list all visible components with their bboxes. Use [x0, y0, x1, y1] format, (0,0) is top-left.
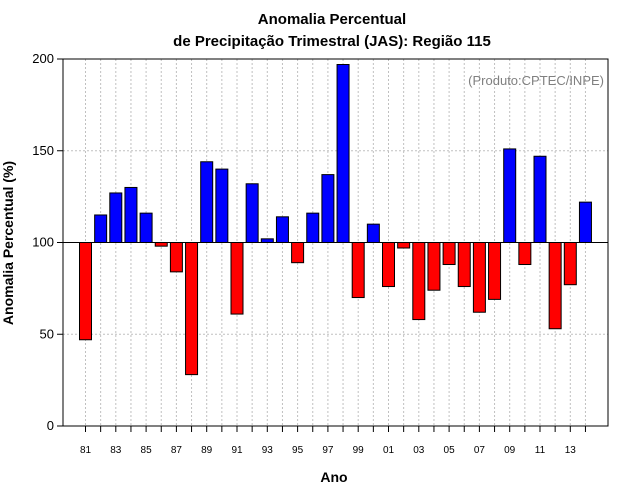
credit-annotation: (Produto:CPTEC/INPE) — [468, 73, 604, 88]
bar-93 — [260, 238, 274, 244]
chart-title-line2: de Precipitação Trimestral (JAS): Região… — [173, 33, 491, 50]
x-tick-label: 03 — [413, 445, 425, 456]
bar-10 — [518, 242, 532, 266]
bar-85 — [139, 212, 153, 243]
y-tick-label: 200 — [32, 51, 54, 66]
x-axis-ticks: 81 83 85 87 89 91 93 95 97 99 01 03 05 07 09 11 13 — [80, 426, 586, 456]
chart-title-line1: Anomalia Percentual — [258, 11, 406, 28]
bar-81 — [79, 242, 92, 341]
x-tick-label: 01 — [383, 445, 395, 456]
y-tick-label: 100 — [32, 235, 54, 250]
x-tick-label: 91 — [231, 445, 243, 456]
bar-01 — [382, 242, 395, 288]
bar-14 — [578, 201, 592, 244]
y-axis-label: Anomalia Percentual (%) — [0, 161, 16, 325]
bars — [79, 64, 592, 376]
bar-07 — [472, 242, 486, 313]
x-axis-label: Ano — [320, 469, 347, 485]
x-tick-label: 89 — [201, 445, 213, 456]
bar-88 — [185, 242, 199, 376]
x-tick-label: 93 — [262, 445, 274, 456]
x-tick-label: 97 — [322, 445, 334, 456]
bar-05 — [442, 242, 456, 266]
bar-09 — [503, 148, 517, 243]
bar-83 — [109, 192, 123, 243]
y-tick-label: 50 — [40, 326, 54, 341]
x-tick-label: 83 — [110, 445, 122, 456]
x-tick-label: 99 — [353, 445, 365, 456]
bar-08 — [488, 242, 502, 300]
bar-02 — [397, 242, 411, 249]
x-tick-label: 09 — [504, 445, 516, 456]
bar-84 — [124, 186, 138, 243]
bar-91 — [230, 242, 244, 315]
x-tick-label: 11 — [535, 445, 546, 456]
bar-00 — [366, 223, 380, 243]
bar-12 — [548, 242, 562, 330]
bar-04 — [427, 242, 441, 291]
bar-87 — [169, 242, 183, 273]
bar-90 — [215, 168, 229, 244]
x-tick-label: 81 — [80, 445, 92, 456]
bar-13 — [563, 242, 577, 286]
x-tick-label: 07 — [474, 445, 486, 456]
bar-86 — [154, 242, 168, 247]
bar-98 — [336, 64, 350, 243]
bar-94 — [275, 216, 289, 243]
bar-99 — [351, 242, 365, 299]
bar-03 — [412, 242, 426, 321]
bar-95 — [291, 242, 305, 264]
x-tick-label: 85 — [141, 445, 153, 456]
y-axis-ticks: 0 50 100 150 200 — [32, 51, 63, 433]
bar-96 — [306, 212, 320, 243]
bar-92 — [245, 183, 259, 243]
x-tick-label: 87 — [171, 445, 183, 456]
y-tick-label: 0 — [47, 418, 54, 433]
bar-97 — [321, 174, 335, 243]
bar-06 — [457, 242, 471, 288]
y-tick-label: 150 — [32, 143, 54, 158]
x-tick-label: 05 — [444, 445, 456, 456]
bar-89 — [200, 161, 214, 243]
bar-82 — [94, 214, 108, 244]
x-tick-label: 13 — [565, 445, 577, 456]
bar-11 — [533, 155, 547, 244]
x-tick-label: 95 — [292, 445, 304, 456]
